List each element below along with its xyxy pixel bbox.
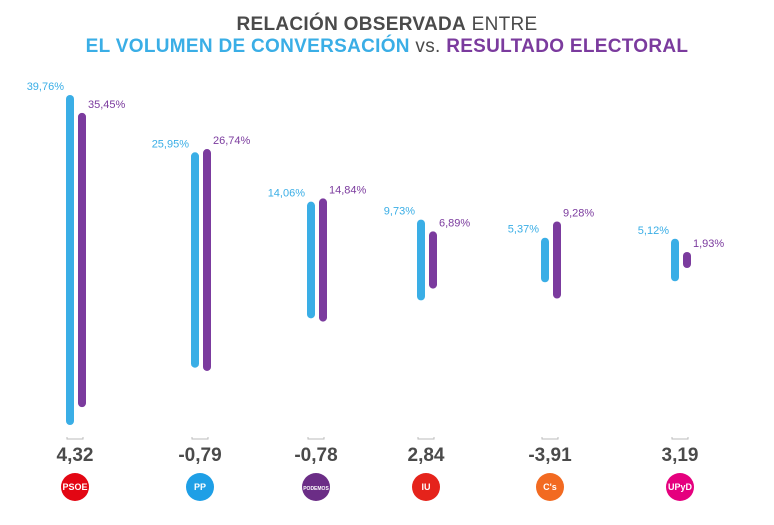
conversation-bar-4 — [541, 237, 549, 283]
party-logo-text-0: PSOE — [62, 482, 88, 492]
conversation-label-3: 9,73% — [384, 206, 415, 218]
party-logo-text-1: PP — [193, 482, 206, 492]
party-logo-5: UPyD — [666, 473, 694, 501]
difference-tick-2 — [307, 437, 325, 440]
electoral-bar-1 — [203, 149, 211, 371]
title-conversation-part: EL VOLUMEN DE CONVERSACIÓN — [85, 36, 410, 57]
electoral-label-5: 1,93% — [693, 238, 724, 250]
title-vs: vs. — [415, 36, 441, 57]
electoral-label-0: 35,45% — [88, 99, 126, 111]
party-logo-2: PODEMOS — [302, 473, 330, 501]
difference-value-4: -3,91 — [528, 445, 572, 466]
difference-value-0: 4,32 — [57, 445, 94, 466]
conversation-bar-3 — [417, 219, 425, 301]
electoral-bar-5 — [683, 251, 691, 269]
electoral-label-3: 6,89% — [439, 217, 470, 229]
conversation-label-5: 5,12% — [638, 225, 669, 237]
electoral-label-2: 14,84% — [329, 184, 367, 196]
conversation-label-0: 39,76% — [27, 81, 65, 93]
electoral-label-1: 26,74% — [213, 135, 251, 147]
difference-tick-3 — [417, 437, 435, 440]
title-bold-part: RELACIÓN OBSERVADA — [236, 14, 467, 35]
electoral-bar-3 — [429, 231, 437, 289]
conversation-label-4: 5,37% — [508, 224, 539, 236]
conversation-bar-0 — [66, 94, 74, 426]
title-electoral-part: RESULTADO ELECTORAL — [446, 36, 689, 57]
difference-value-2: -0,78 — [294, 445, 337, 466]
difference-tick-5 — [671, 437, 689, 440]
title-light-part: ENTRE — [471, 14, 538, 35]
electoral-bar-4 — [553, 221, 561, 299]
party-logo-text-2: PODEMOS — [303, 486, 329, 492]
conversation-bar-2 — [307, 201, 315, 319]
difference-value-5: 3,19 — [662, 445, 699, 466]
party-logo-0: PSOE — [61, 473, 89, 501]
difference-tick-0 — [66, 437, 84, 440]
conversation-label-2: 14,06% — [268, 188, 306, 200]
conversation-bar-1 — [191, 152, 199, 368]
conversation-label-1: 25,95% — [152, 138, 190, 150]
party-logo-4: C's — [536, 473, 564, 501]
difference-value-3: 2,84 — [408, 445, 445, 466]
chart-title-line2: EL VOLUMEN DE CONVERSACIÓN vs. RESULTADO… — [0, 36, 774, 58]
party-logo-3: IU — [412, 473, 440, 501]
electoral-label-4: 9,28% — [563, 207, 594, 219]
chart-title-line1: RELACIÓN OBSERVADA ENTRE — [0, 14, 774, 36]
difference-tick-4 — [541, 437, 559, 440]
party-logo-text-4: C's — [543, 482, 557, 492]
electoral-bar-2 — [319, 198, 327, 322]
party-logo-text-3: IU — [421, 482, 431, 492]
party-logo-text-5: UPyD — [667, 482, 692, 492]
electoral-bar-0 — [78, 112, 86, 408]
difference-value-1: -0,79 — [178, 445, 221, 466]
party-logo-1: PP — [186, 473, 214, 501]
conversation-bar-5 — [671, 238, 679, 282]
difference-tick-1 — [191, 437, 209, 440]
